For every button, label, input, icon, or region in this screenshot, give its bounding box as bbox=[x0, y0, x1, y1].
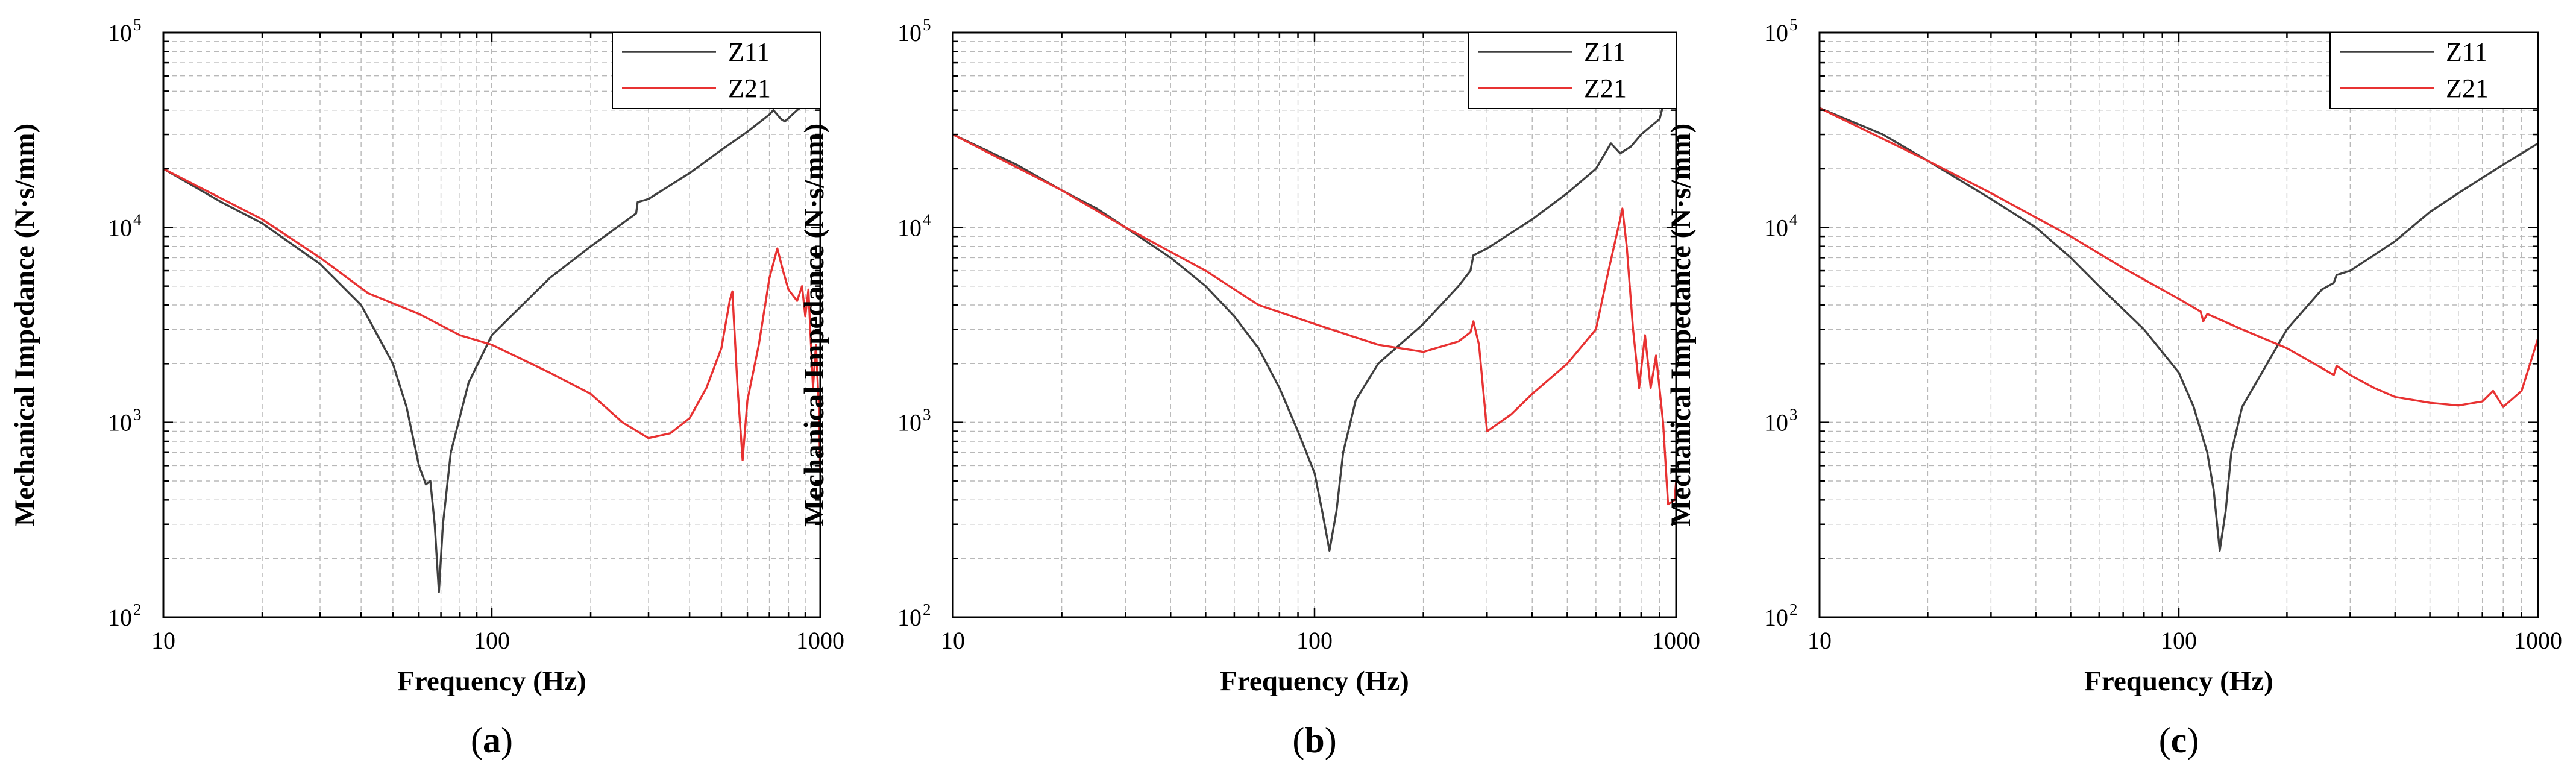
y-tick-exponent: 3 bbox=[133, 406, 142, 424]
legend-label-z21: Z21 bbox=[728, 74, 771, 103]
y-tick-exponent: 4 bbox=[923, 210, 931, 228]
y-tick-exponent: 2 bbox=[1789, 600, 1798, 618]
x-tick-label: 10 bbox=[941, 627, 965, 654]
x-axis-title: Frequency (Hz) bbox=[2084, 665, 2273, 697]
x-tick-label: 1000 bbox=[796, 627, 844, 654]
x-axis-title: Frequency (Hz) bbox=[397, 665, 586, 697]
x-axis-title: Frequency (Hz) bbox=[1220, 665, 1409, 697]
series-line-z11 bbox=[163, 92, 821, 593]
x-tick-label: 10 bbox=[1808, 627, 1832, 654]
legend-label-z11: Z11 bbox=[2446, 37, 2487, 67]
y-tick-label: 10 bbox=[1764, 19, 1788, 46]
panel-label-letter: c bbox=[2171, 720, 2187, 760]
series-line-z21 bbox=[1819, 107, 2539, 408]
panel-label-letter: a bbox=[483, 720, 501, 760]
panel-label-open: ( bbox=[2159, 720, 2171, 760]
series-line-z21 bbox=[952, 133, 1677, 506]
legend-box bbox=[612, 32, 821, 109]
panel-label: (b) bbox=[1292, 720, 1336, 760]
grid bbox=[163, 33, 820, 617]
y-axis-title: Mechanical Impedance (N·s/mm) bbox=[9, 124, 40, 526]
y-tick-exponent: 5 bbox=[923, 16, 931, 34]
y-axis-title: Mechanical Impedance (N·s/mm) bbox=[799, 124, 830, 526]
y-tick-label: 10 bbox=[108, 409, 132, 436]
panel-label-close: ) bbox=[501, 720, 513, 760]
panel-label-open: ( bbox=[1292, 720, 1304, 760]
y-tick-exponent: 3 bbox=[923, 406, 931, 424]
panel-label-letter: b bbox=[1304, 720, 1324, 760]
y-tick-label: 10 bbox=[108, 604, 132, 631]
y-tick-label: 10 bbox=[1764, 409, 1788, 436]
y-tick-label: 10 bbox=[108, 214, 132, 241]
series-line-z11 bbox=[1819, 107, 2539, 552]
y-tick-exponent: 3 bbox=[1789, 406, 1798, 424]
y-tick-label: 10 bbox=[897, 19, 922, 46]
x-tick-label: 100 bbox=[1296, 627, 1333, 654]
legend-label-z11: Z11 bbox=[728, 37, 770, 67]
y-tick-exponent: 5 bbox=[133, 16, 142, 34]
panel-label: (c) bbox=[2159, 720, 2199, 760]
x-tick-label: 1000 bbox=[1652, 627, 1700, 654]
y-tick-label: 10 bbox=[1764, 214, 1788, 241]
series-line-z21 bbox=[163, 168, 821, 473]
legend-box bbox=[2329, 32, 2539, 109]
panel-label: (a) bbox=[471, 720, 513, 760]
y-tick-exponent: 4 bbox=[1789, 210, 1798, 228]
x-tick-label: 10 bbox=[151, 627, 175, 654]
series-line-z11 bbox=[952, 82, 1677, 552]
grid bbox=[1820, 33, 2538, 617]
y-tick-label: 10 bbox=[897, 409, 922, 436]
y-tick-label: 10 bbox=[1764, 604, 1788, 631]
y-tick-label: 10 bbox=[108, 19, 132, 46]
x-tick-label: 1000 bbox=[2514, 627, 2562, 654]
y-axis-title: Mechanical Impedance (N·s/mm) bbox=[1665, 124, 1697, 526]
y-tick-exponent: 4 bbox=[133, 210, 142, 228]
legend-label-z21: Z21 bbox=[2446, 74, 2489, 103]
y-tick-exponent: 2 bbox=[923, 600, 931, 618]
legend-label-z11: Z11 bbox=[1584, 37, 1626, 67]
y-tick-exponent: 2 bbox=[133, 600, 142, 618]
legend-box bbox=[1468, 32, 1677, 109]
panel-label-close: ) bbox=[1325, 720, 1337, 760]
y-tick-exponent: 5 bbox=[1789, 16, 1798, 34]
panel-label-close: ) bbox=[2187, 720, 2199, 760]
y-tick-label: 10 bbox=[897, 604, 922, 631]
y-tick-label: 10 bbox=[897, 214, 922, 241]
x-tick-label: 100 bbox=[2161, 627, 2197, 654]
x-tick-label: 100 bbox=[474, 627, 510, 654]
panel-label-open: ( bbox=[471, 720, 483, 760]
legend-label-z21: Z21 bbox=[1584, 74, 1627, 103]
